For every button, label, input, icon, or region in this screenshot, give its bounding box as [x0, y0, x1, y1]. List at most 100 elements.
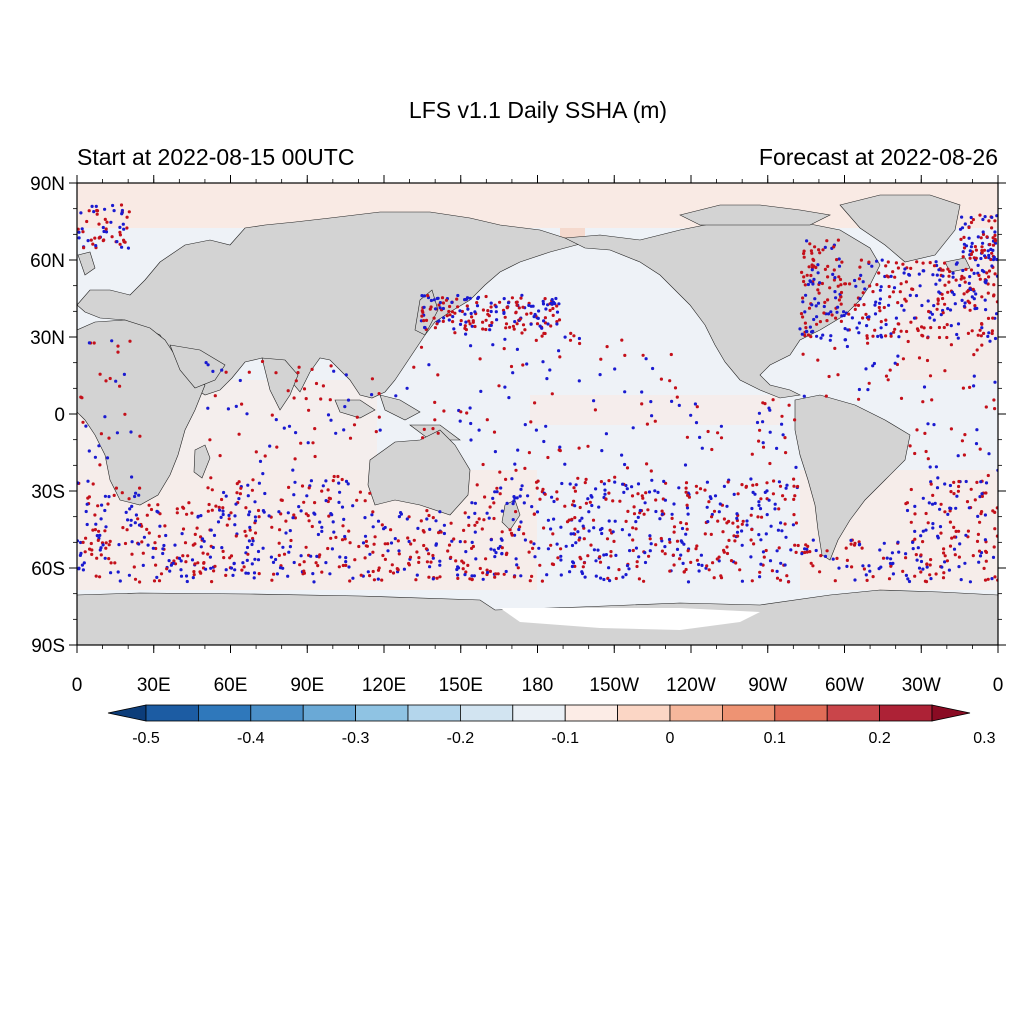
observation-dot	[499, 486, 503, 490]
observation-dot	[103, 508, 107, 513]
observation-dot	[921, 496, 925, 500]
observation-dot	[672, 525, 677, 529]
observation-dot	[447, 543, 452, 547]
observation-dot	[803, 333, 807, 338]
observation-dot	[961, 268, 965, 273]
observation-dot	[341, 563, 345, 568]
observation-dot	[935, 486, 940, 490]
observation-dot	[709, 532, 713, 537]
observation-dot	[736, 525, 740, 529]
observation-dot	[484, 318, 488, 322]
observation-dot	[488, 328, 492, 332]
observation-dot	[950, 290, 955, 294]
observation-dot	[85, 522, 89, 527]
observation-dot	[812, 277, 816, 281]
observation-dot	[612, 539, 616, 544]
observation-dot	[517, 306, 521, 310]
observation-dot	[758, 428, 762, 432]
observation-dot	[607, 519, 611, 523]
observation-dot	[515, 322, 519, 326]
observation-dot	[415, 573, 419, 577]
observation-dot	[624, 519, 628, 524]
observation-dot	[959, 237, 963, 241]
observation-dot	[946, 267, 950, 271]
observation-dot	[919, 534, 923, 538]
observation-dot	[478, 566, 482, 571]
observation-dot	[192, 573, 196, 577]
observation-dot	[98, 235, 102, 239]
observation-dot	[511, 502, 515, 506]
observation-dot	[235, 491, 239, 495]
observation-dot	[417, 556, 421, 560]
observation-dot	[220, 546, 224, 550]
observation-dot	[989, 247, 993, 251]
observation-dot	[98, 463, 102, 467]
observation-dot	[722, 517, 727, 521]
observation-dot	[422, 543, 426, 548]
observation-dot	[563, 462, 567, 466]
observation-dot	[833, 276, 837, 280]
observation-dot	[209, 528, 213, 532]
observation-dot	[263, 491, 267, 496]
observation-dot	[694, 484, 699, 488]
observation-dot	[495, 486, 499, 490]
observation-dot	[103, 529, 107, 533]
observation-dot	[260, 359, 265, 364]
observation-dot	[686, 549, 690, 553]
observation-dot	[949, 343, 954, 347]
observation-dot	[464, 320, 468, 324]
observation-dot	[435, 322, 439, 326]
observation-dot	[511, 371, 515, 375]
observation-dot	[502, 572, 506, 576]
observation-dot	[986, 316, 991, 320]
observation-dot	[455, 297, 459, 301]
observation-dot	[971, 554, 975, 558]
observation-dot	[850, 565, 854, 569]
observation-dot	[783, 522, 787, 526]
observation-dot	[829, 334, 833, 338]
observation-dot	[907, 579, 912, 584]
observation-dot	[953, 553, 957, 557]
observation-dot	[154, 546, 158, 551]
observation-dot	[309, 479, 313, 483]
observation-dot	[949, 324, 953, 328]
observation-dot	[555, 490, 559, 494]
observation-dot	[246, 552, 250, 556]
observation-dot	[108, 539, 112, 544]
observation-dot	[992, 545, 996, 549]
observation-dot	[287, 424, 292, 428]
observation-dot	[337, 565, 341, 569]
observation-dot	[268, 444, 272, 448]
observation-dot	[469, 311, 473, 316]
observation-dot	[835, 556, 839, 561]
observation-dot	[857, 387, 862, 392]
observation-dot	[759, 562, 763, 566]
observation-dot	[909, 520, 913, 524]
observation-dot	[725, 545, 729, 549]
observation-dot	[155, 575, 159, 580]
observation-dot	[660, 509, 664, 513]
observation-dot	[806, 544, 810, 549]
observation-dot	[98, 372, 102, 376]
observation-dot	[931, 273, 935, 277]
observation-dot	[210, 580, 214, 584]
observation-dot	[311, 441, 315, 445]
observation-dot	[824, 394, 828, 398]
observation-dot	[158, 524, 162, 528]
observation-dot	[344, 479, 349, 483]
observation-dot	[967, 506, 971, 510]
observation-dot	[970, 241, 974, 245]
observation-dot	[860, 546, 864, 550]
observation-dot	[343, 537, 347, 541]
observation-dot	[487, 516, 491, 520]
observation-dot	[489, 538, 493, 542]
observation-dot	[326, 413, 331, 417]
observation-dot	[424, 318, 429, 322]
observation-dot	[611, 530, 615, 534]
observation-dot	[972, 384, 976, 388]
observation-dot	[439, 530, 443, 534]
observation-dot	[756, 515, 760, 519]
observation-dot	[889, 564, 893, 568]
observation-dot	[719, 424, 724, 428]
observation-dot	[654, 509, 658, 514]
